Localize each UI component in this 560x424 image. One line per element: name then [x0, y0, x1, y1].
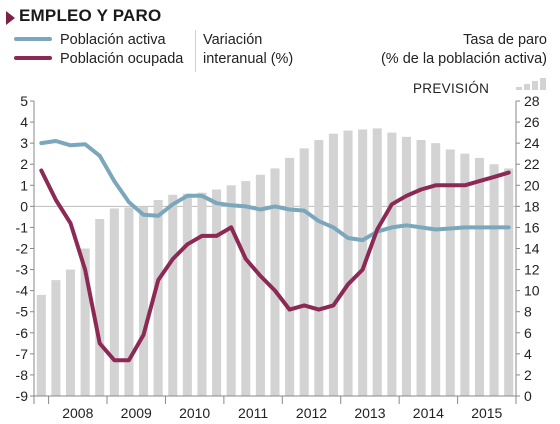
right-axis-note-line2: (% de la población activa) [380, 51, 547, 67]
left-tick-label: -9 [16, 388, 29, 404]
unemployment-bar [401, 136, 411, 397]
right-tick-label: 0 [524, 388, 532, 404]
unemployment-bar [153, 200, 163, 396]
right-tick-label: 26 [524, 114, 540, 130]
right-axis-note: Tasa de paro (% de la población activa) [381, 31, 547, 69]
unemployment-bar [285, 157, 295, 396]
year-label-2011: 2011 [238, 405, 268, 421]
legend-item-active: Población activa [14, 32, 166, 48]
left-tick-label: -3 [16, 262, 29, 278]
left-tick-label: -6 [16, 325, 29, 341]
year-label-2014: 2014 [413, 405, 444, 421]
right-tick-label: 20 [524, 177, 540, 193]
unemployment-bar [460, 153, 470, 396]
right-tick-label: 14 [524, 241, 540, 257]
left-axis-note-line2: interanual (%) [203, 51, 294, 67]
year-label-2009: 2009 [121, 405, 152, 421]
unemployment-bar [124, 207, 134, 396]
left-tick-label: 4 [20, 114, 28, 130]
unemployment-bar [431, 143, 441, 396]
right-tick-label: 2 [524, 367, 532, 383]
left-tick-label: 0 [20, 198, 28, 214]
right-axis-note-line1: Tasa de paro [463, 32, 547, 48]
unemployment-bar [36, 294, 46, 396]
right-tick-label: 16 [524, 219, 540, 235]
left-tick-label: -1 [16, 219, 29, 235]
forecast-label: PREVISIÓN [413, 81, 490, 96]
unemployment-bar [343, 130, 353, 396]
unemployment-bar [270, 168, 280, 396]
unemployment-bar [255, 174, 265, 396]
unemployment-bar [80, 248, 90, 396]
unemployment-bar [182, 193, 192, 396]
right-tick-label: 8 [524, 304, 532, 320]
unemployment-bar [51, 280, 61, 396]
forecast-icon-bar-2 [532, 81, 538, 90]
year-label-2012: 2012 [296, 405, 327, 421]
right-tick-label: 22 [524, 156, 540, 172]
unemployment-bar [328, 133, 338, 397]
unemployment-bar [168, 194, 178, 396]
left-tick-label: 5 [20, 93, 28, 109]
chart-title: EMPLEO Y PARO [19, 6, 162, 25]
legend-label-employed: Población ocupada [60, 51, 184, 67]
unemployment-bar [65, 269, 76, 396]
unemployment-bar [109, 208, 119, 396]
left-tick-label: -7 [16, 346, 29, 362]
left-tick-label: 2 [20, 156, 28, 172]
legend-label-active: Población activa [60, 32, 166, 48]
legend-swatch-active [14, 37, 52, 42]
legend-item-employed: Población ocupada [14, 51, 183, 67]
forecast-icon-bar-3 [540, 78, 546, 90]
forecast-icon-bar-1 [524, 84, 530, 90]
title-marker-icon [6, 11, 15, 25]
left-tick-label: -4 [16, 283, 29, 299]
line-poblacion-ocupada [39, 168, 511, 363]
unemployment-bar [372, 128, 382, 396]
unemployment-bar [95, 219, 105, 396]
unemployment-bar [299, 148, 309, 396]
year-label-2010: 2010 [179, 405, 210, 421]
year-label-2008: 2008 [62, 405, 93, 421]
unemployment-bar [416, 139, 426, 396]
left-tick-label: -2 [16, 241, 29, 257]
right-tick-label: 28 [524, 93, 540, 109]
unemployment-bar [226, 185, 236, 396]
unemployment-bar [212, 189, 222, 396]
left-tick-label: -5 [16, 304, 29, 320]
unemployment-bar [139, 206, 149, 396]
unemployment-bar [197, 192, 207, 396]
unemployment-bar [474, 157, 485, 396]
unemployment-bar [387, 132, 397, 396]
unemployment-bar [504, 168, 514, 396]
unemployment-bar [314, 139, 324, 396]
unemployment-bar [445, 149, 455, 396]
forecast-bars-icon [516, 78, 546, 90]
header-divider [195, 30, 196, 72]
left-tick-label: -8 [16, 367, 29, 383]
right-tick-label: 24 [524, 135, 540, 151]
right-tick-label: 6 [524, 325, 532, 341]
right-tick-label: 18 [524, 198, 540, 214]
left-tick-label: 1 [20, 177, 28, 193]
unemployment-bar [358, 129, 368, 397]
legend-swatch-employed [14, 56, 52, 61]
right-tick-label: 12 [524, 262, 540, 278]
year-label-2013: 2013 [354, 405, 385, 421]
year-label-2015: 2015 [471, 405, 502, 421]
left-tick-label: 3 [20, 135, 28, 151]
left-axis-note: Variación interanual (%) [203, 31, 293, 69]
left-axis-note-line1: Variación [203, 32, 263, 48]
right-tick-label: 4 [524, 346, 532, 362]
right-tick-label: 10 [524, 283, 540, 299]
line-poblacion-activa [39, 139, 511, 243]
unemployment-bar [241, 181, 251, 396]
forecast-icon-bar-0 [516, 87, 522, 90]
unemployment-bar [489, 164, 499, 396]
